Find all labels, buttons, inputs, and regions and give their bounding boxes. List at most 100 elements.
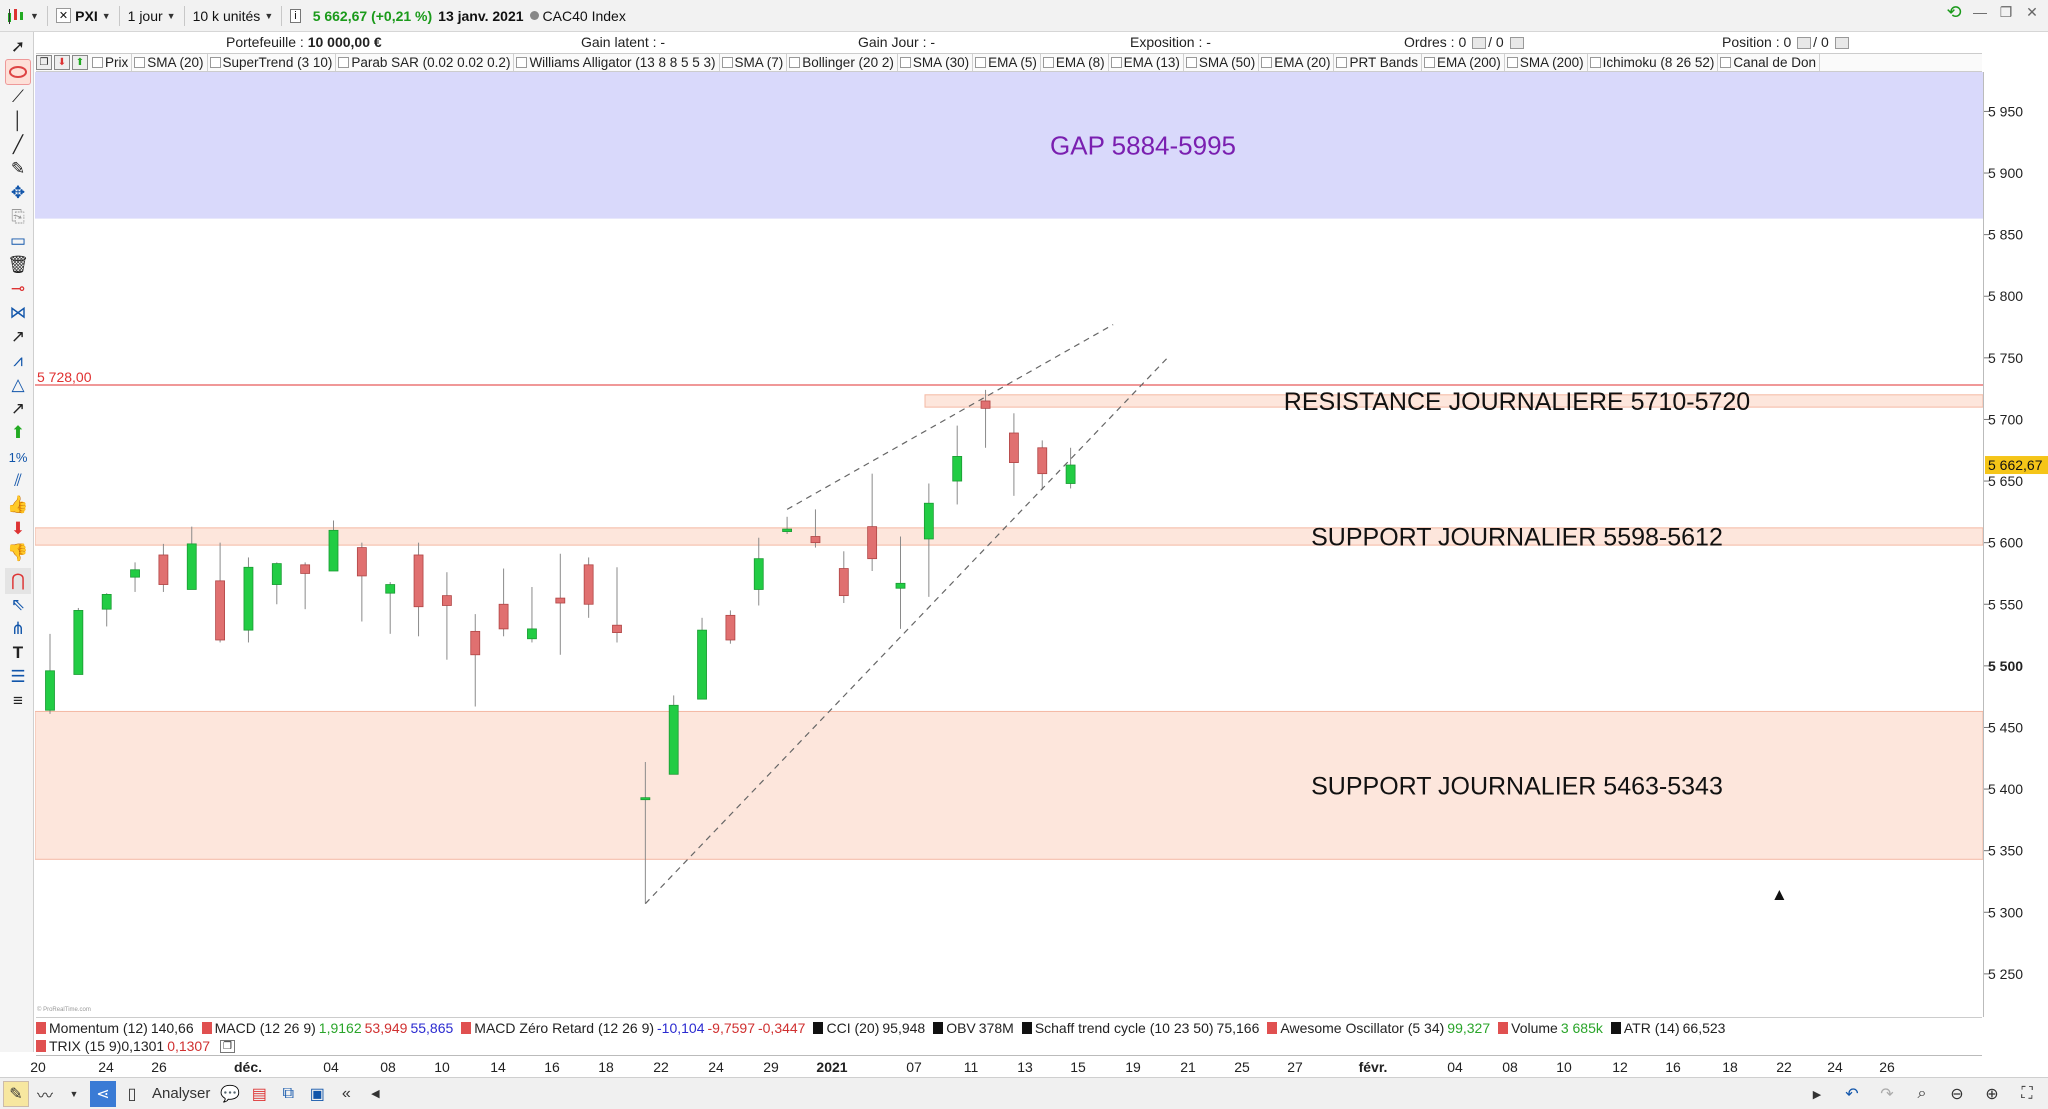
share-icon[interactable]: ⋖ [90, 1080, 116, 1107]
trendline[interactable] [644, 354, 1171, 905]
candle-body[interactable] [895, 582, 906, 589]
fullscreen-icon[interactable]: ⛶ [2021, 1085, 2033, 1102]
trendline-icon[interactable]: ╱ [12, 135, 24, 154]
checkbox-icon[interactable] [789, 57, 801, 68]
price-chart[interactable]: 5 728,00 GAP 5884-5995 RESISTANCE JOURNA… [35, 72, 1983, 1017]
info-button[interactable]: i [284, 4, 306, 28]
candle-body[interactable] [952, 456, 963, 482]
redo-icon[interactable]: ↷ [1880, 1086, 1894, 1103]
candle-body[interactable] [101, 593, 112, 610]
lower-indicator[interactable]: OBV 378M [933, 1020, 1022, 1036]
brush-icon[interactable]: ✎ [10, 159, 26, 178]
up-arrow-icon[interactable]: ⬆ [10, 423, 26, 442]
position-box-icon[interactable] [1797, 37, 1812, 50]
checkbox-icon[interactable] [1261, 57, 1273, 68]
candle-body[interactable] [923, 502, 934, 540]
indicator-toggle[interactable]: SuperTrend (3 10) [208, 54, 337, 71]
thumbs-up-icon[interactable]: 👍 [7, 495, 29, 514]
settings-lines-icon[interactable]: ≡ [13, 691, 23, 710]
candle-body[interactable] [753, 558, 764, 590]
checkbox-icon[interactable] [209, 57, 221, 68]
candle-body[interactable] [838, 568, 849, 597]
close-icon[interactable]: ✕ [2026, 3, 2038, 20]
indicator-toggle[interactable]: Prix [90, 54, 133, 71]
orders-box-icon[interactable] [1472, 37, 1487, 50]
indicator-toggle[interactable]: SMA (200) [1505, 54, 1588, 71]
caret-down-icon[interactable]: ▼ [69, 1088, 79, 1099]
candle-body[interactable] [328, 529, 339, 572]
indicator-toggle[interactable]: Williams Alligator (13 8 8 5 5 3) [514, 54, 720, 71]
screenshot-icon[interactable]: ▣ [309, 1085, 325, 1103]
time-axis[interactable]: 20 24 26 déc. 04 08 10 14 16 18 22 24 29 2021 07 11 13 15… [30, 1055, 1982, 1077]
candle-body[interactable] [810, 536, 821, 544]
candle-body[interactable] [725, 614, 736, 641]
lower-indicator[interactable]: Momentum (12) 140,66 [36, 1020, 202, 1036]
lower-indicator[interactable]: CCI (20) 95,948 [813, 1020, 933, 1036]
indicator-toggle[interactable]: Ichimoku (8 26 52) [1588, 54, 1719, 71]
lower-indicator[interactable]: Volume 3 685k [1498, 1020, 1611, 1036]
checkbox-icon[interactable] [134, 57, 146, 68]
horizontal-line-icon[interactable]: ⊸ [10, 279, 26, 298]
checkbox-icon[interactable] [1424, 57, 1436, 68]
candle-body[interactable] [158, 554, 169, 585]
lower-indicator[interactable]: MACD Zéro Retard (12 26 9) -10,104 -9,7597… [461, 1020, 813, 1036]
pointer-icon[interactable]: ➚ [10, 37, 26, 56]
checkbox-icon[interactable] [1042, 57, 1054, 68]
chart-type-icon[interactable]: ▼ [0, 4, 45, 28]
rectangle-icon[interactable]: ▭ [9, 231, 27, 250]
vertical-line-icon[interactable]: │ [12, 111, 24, 130]
candle-body[interactable] [441, 595, 452, 606]
candle-body[interactable] [527, 628, 537, 640]
checkbox-icon[interactable] [1110, 57, 1122, 68]
fibonacci-icon[interactable]: ⋈ [9, 303, 27, 322]
arrow-tool-icon[interactable]: ↗ [10, 327, 26, 346]
lower-indicator[interactable]: MACD (12 26 9) 1,9162 53,949 55,865 [201, 1020, 462, 1036]
cursor-tool-icon[interactable]: ⇖ [10, 595, 26, 614]
arrow-down-icon[interactable]: ⬇ [54, 55, 70, 70]
candle-body[interactable] [45, 670, 55, 711]
lower-indicator[interactable]: Awesome Oscillator (5 34) 99,327 [1267, 1020, 1498, 1036]
candle-body[interactable] [385, 584, 396, 594]
position-box-icon[interactable] [1834, 37, 1849, 50]
candle-body[interactable] [583, 564, 594, 605]
drawing-icon[interactable]: ✎ [3, 1080, 29, 1107]
list-icon[interactable]: ▤ [251, 1085, 267, 1103]
candle-body[interactable] [73, 610, 84, 675]
segment-tool-icon[interactable]: ⟋ [12, 87, 24, 106]
indicator-toggle[interactable]: EMA (13) [1109, 54, 1184, 71]
indicator-toggle[interactable]: Canal de Don [1718, 54, 1820, 71]
candle-body[interactable] [697, 629, 707, 700]
magnet-icon[interactable]: ⋂ [5, 568, 31, 594]
trendline[interactable] [786, 324, 1114, 510]
thumbs-down-icon[interactable]: 👎 [7, 543, 29, 562]
zoom-out-icon[interactable]: ⊖ [1950, 1086, 1964, 1103]
checkbox-icon[interactable] [975, 57, 987, 68]
checkbox-icon[interactable] [721, 57, 733, 68]
candle-body[interactable] [1009, 432, 1019, 463]
lower-indicator[interactable]: ATR (14) 66,523 [1610, 1020, 1734, 1036]
trash-icon[interactable]: 🗑 [7, 255, 29, 274]
pitchfork-icon[interactable]: ⋔ [10, 619, 26, 638]
chart-canvas[interactable]: 5 728,00 GAP 5884-5995 RESISTANCE JOURNA… [35, 72, 1983, 1017]
indicator-toggle[interactable]: EMA (20) [1259, 54, 1335, 71]
refresh-icon[interactable]: ⟲ [1946, 1, 1962, 22]
candle-body[interactable] [186, 543, 197, 590]
window-icon[interactable]: ❐ [220, 1039, 235, 1053]
checkbox-icon[interactable] [1589, 57, 1601, 68]
checkbox-icon[interactable] [516, 57, 528, 68]
candle-body[interactable] [1065, 464, 1076, 484]
indicator-toggle[interactable]: SMA (30) [898, 54, 974, 71]
scroll-right-icon[interactable]: ▶ [1812, 1088, 1822, 1101]
indicator-toggle[interactable]: EMA (8) [1041, 54, 1109, 71]
triangle-icon[interactable]: △ [11, 375, 25, 394]
checkbox-icon[interactable] [92, 57, 103, 68]
candle-body[interactable] [243, 566, 254, 631]
candle-body[interactable] [271, 563, 282, 585]
timeframe-selector[interactable]: 1 jour ▼ [122, 4, 182, 28]
candle-body[interactable] [555, 597, 566, 604]
undo-icon[interactable]: ↶ [1845, 1086, 1859, 1103]
percent-icon[interactable]: 1% [8, 449, 28, 465]
fib-fan-icon[interactable]: ⩘ [13, 351, 23, 370]
indicator-toggle[interactable]: SMA (20) [132, 54, 208, 71]
arrow-up-icon[interactable]: ⬆ [72, 55, 88, 70]
